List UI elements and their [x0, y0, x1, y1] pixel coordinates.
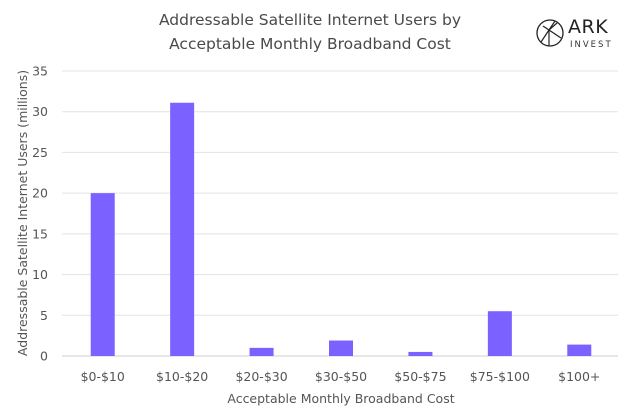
x-tick-label: $30-$50 [315, 369, 367, 384]
chart-title-line-1: Addressable Satellite Internet Users by [158, 11, 462, 29]
y-tick-label: 10 [32, 267, 48, 282]
x-tick-label: $20-$30 [235, 369, 287, 384]
x-tick-label: $100+ [558, 369, 600, 384]
y-tick-label: 35 [32, 64, 48, 79]
y-tick-label: 20 [32, 186, 48, 201]
x-tick-label: $10-$20 [156, 369, 208, 384]
ark-invest-logo: ARK INVEST [535, 16, 615, 54]
gridlines [62, 70, 618, 357]
x-tick-label: $75-$100 [470, 369, 530, 384]
y-axis-label: Addressable Satellite Internet Users (mi… [15, 70, 30, 356]
x-axis-label: Acceptable Monthly Broadband Cost [227, 391, 454, 406]
ark-logo-icon [536, 19, 564, 47]
y-tick-labels: 0 5 10 15 20 25 30 35 [32, 64, 48, 364]
bar [90, 193, 115, 356]
y-tick-label: 5 [40, 308, 48, 323]
logo-name: ARK [568, 16, 609, 38]
chart-title-line-2: Acceptable Monthly Broadband Cost [169, 35, 451, 53]
chart-title: Addressable Satellite Internet Users by … [0, 8, 620, 56]
bar [567, 344, 592, 356]
bar [487, 311, 512, 356]
logo-subtitle: INVEST [570, 40, 613, 50]
bar [249, 347, 274, 356]
bar [329, 340, 353, 356]
bars [90, 102, 592, 356]
y-tick-label: 30 [32, 104, 48, 119]
y-tick-label: 25 [32, 145, 48, 160]
bar [408, 351, 433, 356]
x-tick-label: $0-$10 [81, 369, 125, 384]
bar [170, 102, 195, 356]
x-tick-labels: $0-$10 $10-$20 $20-$30 $30-$50 $50-$75 $75-$1… [81, 369, 601, 384]
y-tick-label: 15 [32, 226, 48, 241]
x-tick-label: $50-$75 [394, 369, 446, 384]
y-tick-label: 0 [40, 349, 48, 364]
